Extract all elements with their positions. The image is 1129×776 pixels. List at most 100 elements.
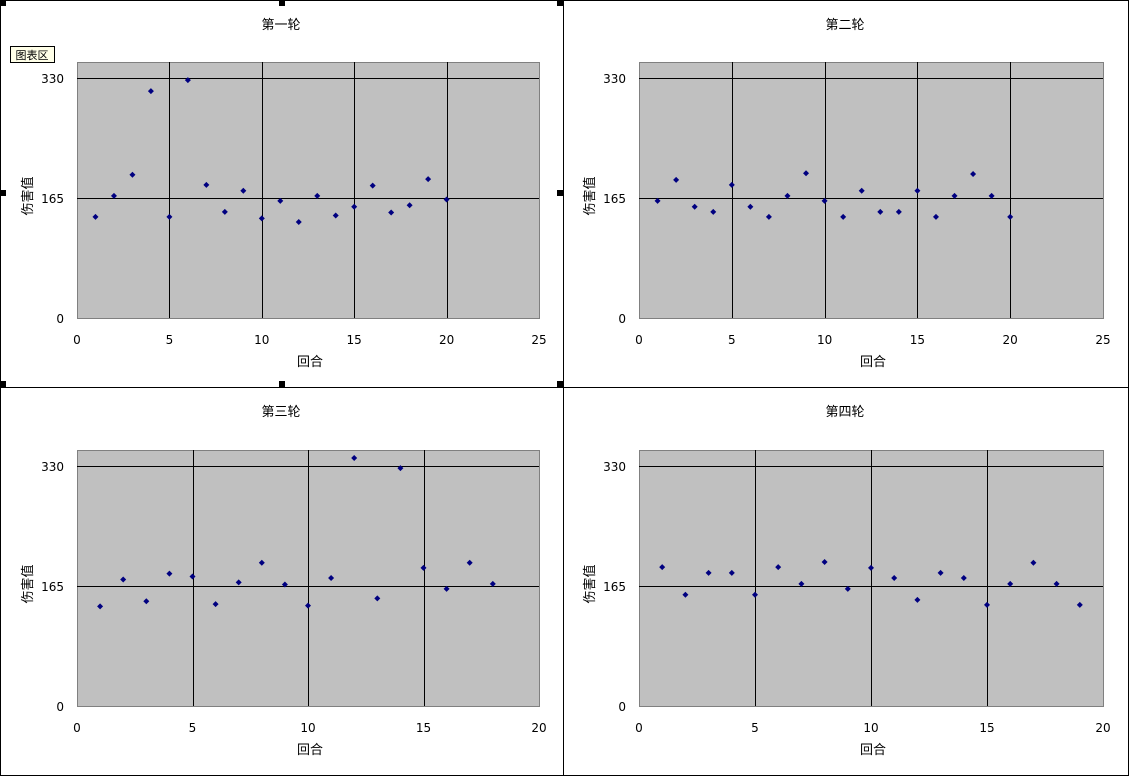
data-point[interactable] — [166, 213, 173, 220]
chart-2[interactable]: 第二轮 0 5 10 15 20 25 0 165 330 回合 伤害值 — [582, 18, 1111, 370]
data-point[interactable] — [682, 591, 689, 598]
resize-handle-right[interactable] — [557, 190, 563, 196]
data-point[interactable] — [1007, 580, 1014, 587]
data-point[interactable] — [277, 197, 284, 204]
data-point[interactable] — [710, 208, 717, 215]
data-point[interactable] — [798, 580, 805, 587]
x-axis-label: 回合 — [297, 355, 323, 370]
data-point[interactable] — [110, 192, 117, 199]
data-point[interactable] — [203, 181, 210, 188]
plot-area[interactable] — [639, 62, 1104, 319]
data-point[interactable] — [406, 202, 413, 209]
chart-title: 第二轮 — [825, 18, 864, 33]
resize-handle-top[interactable] — [279, 0, 285, 6]
data-point[interactable] — [1053, 580, 1060, 587]
chart-title: 第三轮 — [261, 405, 300, 420]
data-point[interactable] — [443, 196, 450, 203]
data-point[interactable] — [877, 208, 884, 215]
data-point[interactable] — [673, 176, 680, 183]
data-point[interactable] — [705, 569, 712, 576]
data-point[interactable] — [951, 192, 958, 199]
data-point[interactable] — [212, 601, 219, 608]
data-point[interactable] — [988, 192, 995, 199]
data-point[interactable] — [351, 203, 358, 210]
data-point[interactable] — [821, 559, 828, 565]
data-point[interactable] — [374, 595, 381, 602]
resize-handle-top-left[interactable] — [0, 0, 6, 6]
data-point[interactable] — [752, 591, 758, 598]
x-axis-label: 回合 — [860, 355, 886, 370]
data-point[interactable] — [240, 187, 247, 194]
data-point[interactable] — [803, 170, 810, 177]
x-tick-label: 15 — [416, 721, 431, 735]
data-point[interactable] — [868, 564, 874, 571]
data-point[interactable] — [1007, 213, 1014, 220]
y-tick-label: 165 — [41, 192, 64, 206]
data-point[interactable] — [728, 569, 735, 576]
data-point[interactable] — [765, 213, 772, 220]
data-point[interactable] — [281, 581, 288, 588]
chart-3[interactable]: 第三轮 0 5 10 15 20 0 165 330 回合 伤害值 — [20, 405, 547, 758]
data-point[interactable] — [784, 192, 791, 199]
data-point[interactable] — [654, 197, 661, 204]
data-point[interactable] — [984, 601, 990, 608]
data-point[interactable] — [821, 197, 828, 204]
data-point[interactable] — [858, 187, 865, 194]
data-point[interactable] — [425, 176, 432, 183]
data-point[interactable] — [960, 575, 967, 581]
plot-area[interactable] — [77, 62, 540, 319]
data-point[interactable] — [970, 171, 977, 177]
data-point[interactable] — [166, 570, 173, 577]
data-point[interactable] — [844, 585, 851, 592]
data-point[interactable] — [1030, 559, 1037, 566]
data-point[interactable] — [184, 77, 191, 84]
data-point[interactable] — [369, 182, 376, 189]
data-point[interactable] — [129, 171, 136, 178]
x-tick-label: 0 — [73, 333, 81, 347]
data-point[interactable] — [443, 585, 450, 592]
data-point[interactable] — [97, 603, 104, 610]
data-point[interactable] — [397, 465, 404, 472]
data-point[interactable] — [258, 559, 265, 566]
data-point[interactable] — [351, 455, 358, 461]
data-point[interactable] — [914, 187, 921, 194]
data-point[interactable] — [147, 88, 154, 95]
chart-1[interactable]: 第一轮 0 5 10 15 20 25 0 165 330 回合 伤害值 — [20, 18, 547, 370]
data-point[interactable] — [332, 212, 339, 219]
data-point[interactable] — [235, 579, 242, 586]
data-point[interactable] — [305, 602, 311, 609]
data-point[interactable] — [659, 564, 666, 571]
data-point[interactable] — [840, 213, 847, 220]
data-point[interactable] — [747, 203, 754, 210]
data-point[interactable] — [914, 596, 921, 603]
data-point[interactable] — [691, 203, 698, 210]
data-point[interactable] — [891, 575, 898, 581]
y-axis-label: 伤害值 — [20, 564, 36, 603]
data-point[interactable] — [895, 208, 902, 215]
data-point[interactable] — [937, 569, 944, 576]
data-point[interactable] — [388, 209, 395, 216]
data-point[interactable] — [295, 219, 302, 225]
resize-handle-bottom[interactable] — [279, 381, 285, 387]
data-point[interactable] — [775, 564, 782, 571]
data-point[interactable] — [221, 208, 228, 215]
data-point[interactable] — [314, 192, 321, 199]
data-point[interactable] — [120, 576, 127, 583]
resize-handle-bottom-right[interactable] — [557, 381, 563, 387]
data-point[interactable] — [189, 573, 196, 580]
data-point[interactable] — [92, 213, 99, 220]
x-tick-label: 10 — [254, 333, 269, 347]
chart-4[interactable]: 第四轮 0 5 10 15 20 0 165 330 回合 伤害值 — [582, 405, 1111, 758]
data-point[interactable] — [489, 580, 496, 587]
data-point[interactable] — [932, 213, 939, 220]
resize-handle-left[interactable] — [0, 190, 6, 196]
data-point[interactable] — [420, 564, 427, 571]
resize-handle-top-right[interactable] — [557, 0, 563, 6]
data-point[interactable] — [143, 598, 150, 605]
data-point[interactable] — [328, 575, 335, 581]
data-point[interactable] — [258, 215, 265, 222]
data-point[interactable] — [728, 181, 735, 188]
resize-handle-bottom-left[interactable] — [0, 381, 6, 387]
data-point[interactable] — [1076, 601, 1083, 608]
data-point[interactable] — [466, 559, 473, 566]
